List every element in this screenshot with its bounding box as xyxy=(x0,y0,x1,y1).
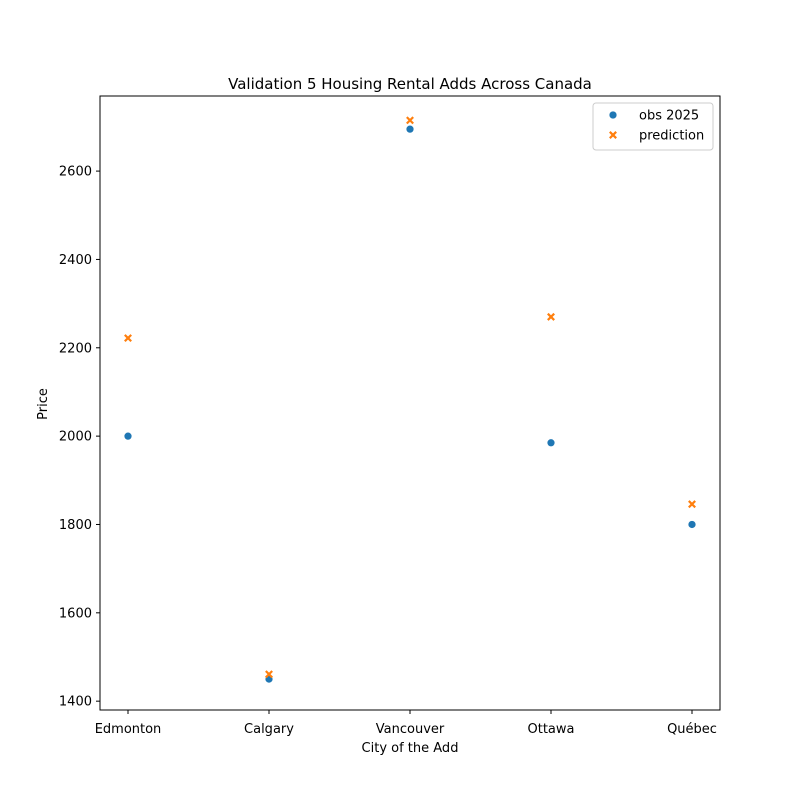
obs-point xyxy=(687,520,697,529)
prediction-point xyxy=(124,334,132,343)
x-tick-label: Vancouver xyxy=(376,722,445,737)
legend-frame xyxy=(592,102,714,151)
y-tick-label: 1400 xyxy=(59,695,92,710)
y-tick-label: 2000 xyxy=(59,430,92,445)
y-axis-label: Price xyxy=(36,388,51,420)
obs-point xyxy=(405,124,415,134)
x-tick-label: Québec xyxy=(667,722,717,737)
x-tick-label: Ottawa xyxy=(528,722,575,737)
prediction-point xyxy=(547,312,555,321)
y-tick-label: 2400 xyxy=(59,253,92,268)
points-layer xyxy=(123,116,697,684)
prediction-point xyxy=(265,670,273,679)
legend: obs 2025 prediction xyxy=(592,102,714,151)
legend-marker xyxy=(608,110,618,120)
y-tick-label: 1600 xyxy=(59,606,92,621)
plot-frame xyxy=(99,95,721,711)
obs-point xyxy=(546,438,556,448)
ticks-layer: Edmonton Calgary Vancouver Ottawa Québec 1400… xyxy=(59,165,717,737)
prediction-point xyxy=(406,116,414,125)
y-tick-label: 1800 xyxy=(59,518,92,533)
x-tick-label: Edmonton xyxy=(95,722,162,737)
legend-label: obs 2025 xyxy=(639,109,699,124)
obs-point xyxy=(123,431,133,441)
y-tick-label: 2200 xyxy=(59,341,92,356)
y-tick-label: 2600 xyxy=(59,165,92,180)
x-tick-label: Calgary xyxy=(244,722,294,737)
legend-label: prediction xyxy=(639,129,704,144)
legend-marker xyxy=(609,131,617,139)
chart-title: Validation 5 Housing Rental Adds Across … xyxy=(228,75,592,93)
x-axis-label: City of the Add xyxy=(362,741,459,756)
prediction-point xyxy=(688,500,696,509)
